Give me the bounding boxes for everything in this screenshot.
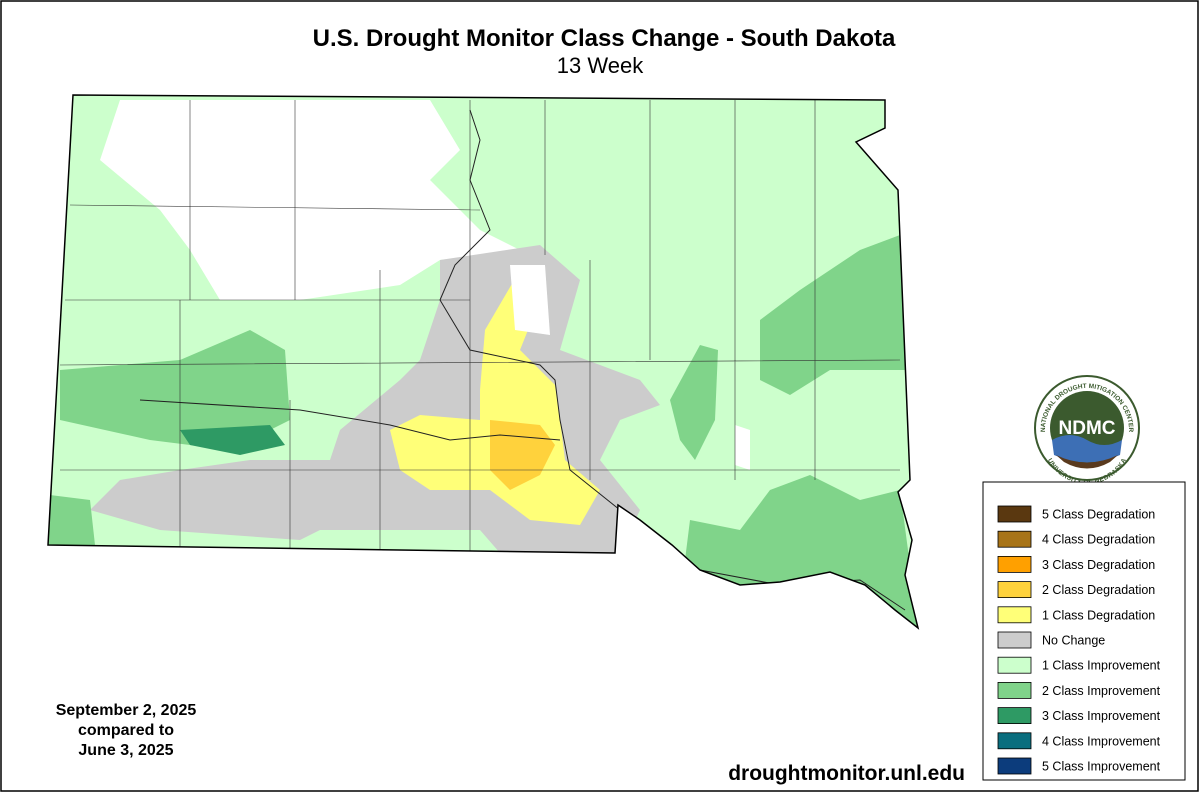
- legend-swatch: [997, 631, 1032, 649]
- legend-label: No Change: [1042, 634, 1105, 648]
- logo-name: NDMC: [1059, 418, 1116, 439]
- legend-label: 4 Class Improvement: [1042, 734, 1161, 748]
- legend-swatch: [997, 656, 1032, 674]
- url: droughtmonitor.unl.edu: [728, 762, 965, 785]
- legend-label: 5 Class Improvement: [1042, 760, 1161, 774]
- subtitle: 13 Week: [557, 53, 644, 78]
- legend-swatch: [997, 530, 1032, 548]
- legend-swatch: [997, 682, 1032, 699]
- legend-label: 1 Class Improvement: [1042, 659, 1161, 673]
- legend-label: 3 Class Improvement: [1042, 709, 1161, 723]
- legend-swatch: [997, 732, 1032, 750]
- legend-label: 5 Class Degradation: [1042, 508, 1155, 522]
- title: U.S. Drought Monitor Class Change - Sout…: [313, 25, 896, 52]
- logo: NDMC NATIONAL DROUGHT MITIGATION CENTER …: [1034, 375, 1140, 486]
- date-line: June 3, 2025: [78, 742, 173, 759]
- date-line: compared to: [78, 722, 174, 739]
- legend-swatch: [997, 581, 1032, 598]
- legend: 5 Class Degradation 4 Class Degradation 3 …: [997, 505, 1161, 775]
- legend-swatch: [997, 707, 1032, 724]
- legend-swatch: [997, 606, 1032, 624]
- legend-label: 2 Class Improvement: [1042, 684, 1161, 698]
- legend-swatch: [997, 757, 1032, 775]
- legend-swatch: [997, 505, 1032, 523]
- legend-label: 3 Class Degradation: [1042, 558, 1155, 572]
- legend-label: 4 Class Degradation: [1042, 533, 1155, 547]
- legend-label: 2 Class Degradation: [1042, 583, 1155, 597]
- legend-swatch: [997, 556, 1032, 573]
- state-outline: [47, 94, 920, 630]
- legend-label: 1 Class Degradation: [1042, 608, 1155, 622]
- date-block: September 2, 2025 compared to June 3, 2025: [56, 702, 197, 759]
- date-line: September 2, 2025: [56, 702, 197, 719]
